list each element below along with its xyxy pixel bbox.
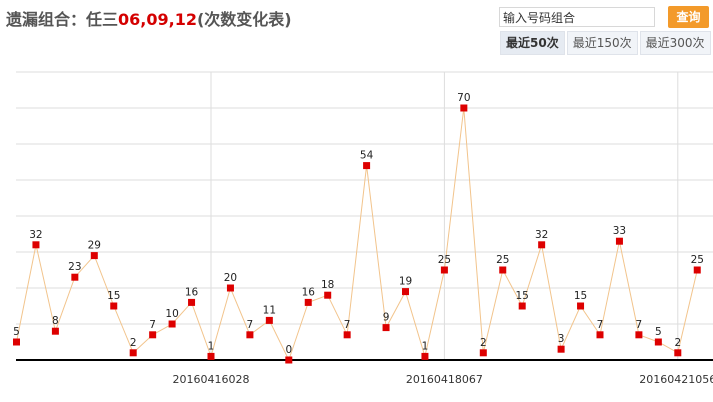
data-label: 1 [422, 340, 429, 352]
title-suffix: (次数变化表) [196, 10, 292, 29]
data-label: 29 [88, 240, 101, 252]
data-label: 32 [535, 229, 548, 241]
data-label: 10 [165, 308, 178, 320]
data-point [402, 288, 409, 296]
title-combo: 06,09,12 [118, 10, 197, 29]
data-label: 33 [613, 225, 626, 237]
data-point [635, 331, 643, 339]
data-point [129, 349, 137, 357]
data-label: 2 [674, 337, 681, 349]
search-input[interactable] [499, 7, 655, 27]
data-point [324, 291, 332, 299]
data-point [596, 331, 604, 339]
data-label: 7 [247, 319, 254, 331]
data-point [246, 331, 254, 339]
data-label: 7 [149, 319, 156, 331]
data-label: 16 [302, 286, 316, 298]
data-label: 15 [574, 290, 587, 302]
tab-recent-300[interactable]: 最近300次 [639, 31, 711, 55]
data-point [440, 266, 448, 274]
data-point [363, 162, 371, 170]
data-label: 32 [29, 229, 42, 241]
data-label: 7 [636, 319, 643, 331]
data-point [32, 241, 40, 249]
data-label: 19 [399, 276, 412, 288]
data-label: 1 [208, 340, 215, 352]
data-point [110, 302, 118, 310]
x-tick-label: 20160418067 [406, 373, 483, 386]
data-label: 25 [438, 254, 451, 266]
data-point [90, 252, 98, 260]
series-line [16, 107, 698, 362]
data-point [149, 331, 157, 339]
data-point [499, 266, 507, 274]
data-point [71, 273, 79, 281]
data-point [304, 298, 312, 306]
data-label: 25 [691, 254, 704, 266]
query-button[interactable]: 查询 [668, 6, 709, 28]
data-label: 5 [13, 326, 20, 338]
data-label: 25 [496, 254, 509, 266]
data-label: 7 [597, 319, 604, 331]
x-tick-label: 20160416028 [173, 373, 250, 386]
data-label: 54 [360, 150, 374, 162]
data-point [226, 284, 234, 292]
data-label: 70 [457, 92, 470, 104]
data-point [479, 349, 487, 357]
data-label: 2 [130, 337, 137, 349]
data-point [285, 356, 293, 364]
data-point [674, 349, 682, 357]
data-point [577, 302, 585, 310]
data-label: 9 [383, 312, 390, 324]
data-label: 7 [344, 319, 351, 331]
data-point [654, 338, 662, 346]
data-point [188, 298, 196, 306]
data-label: 23 [68, 261, 81, 273]
data-label: 0 [285, 344, 292, 356]
data-label: 20 [224, 272, 237, 284]
data-point [518, 302, 526, 310]
data-point [615, 237, 623, 245]
data-point [343, 331, 351, 339]
data-label: 8 [52, 315, 59, 327]
data-point [421, 352, 429, 360]
data-point [168, 320, 176, 328]
data-point [693, 266, 701, 274]
x-tick-label: 20160421056 [639, 373, 713, 386]
data-point [265, 316, 273, 324]
title-prefix: 遗漏组合：任三 [6, 10, 119, 29]
data-label: 18 [321, 279, 334, 291]
data-label: 15 [107, 290, 120, 302]
data-point [538, 241, 546, 249]
data-label: 11 [263, 304, 276, 316]
data-label: 15 [516, 290, 529, 302]
data-point [382, 324, 390, 332]
data-point [460, 104, 468, 112]
page-title: 遗漏组合：任三06,09,12(次数变化表) [6, 6, 292, 30]
data-point [207, 352, 215, 360]
data-point [51, 327, 59, 335]
data-label: 2 [480, 337, 487, 349]
data-point [557, 345, 565, 353]
data-label: 16 [185, 286, 199, 298]
data-label: 5 [655, 326, 662, 338]
data-point [13, 338, 20, 346]
range-tabs: 最近50次 最近150次 最近300次 [500, 31, 713, 55]
tab-recent-150[interactable]: 最近150次 [566, 31, 638, 55]
tab-recent-50[interactable]: 最近50次 [500, 31, 565, 55]
data-label: 3 [558, 333, 565, 345]
